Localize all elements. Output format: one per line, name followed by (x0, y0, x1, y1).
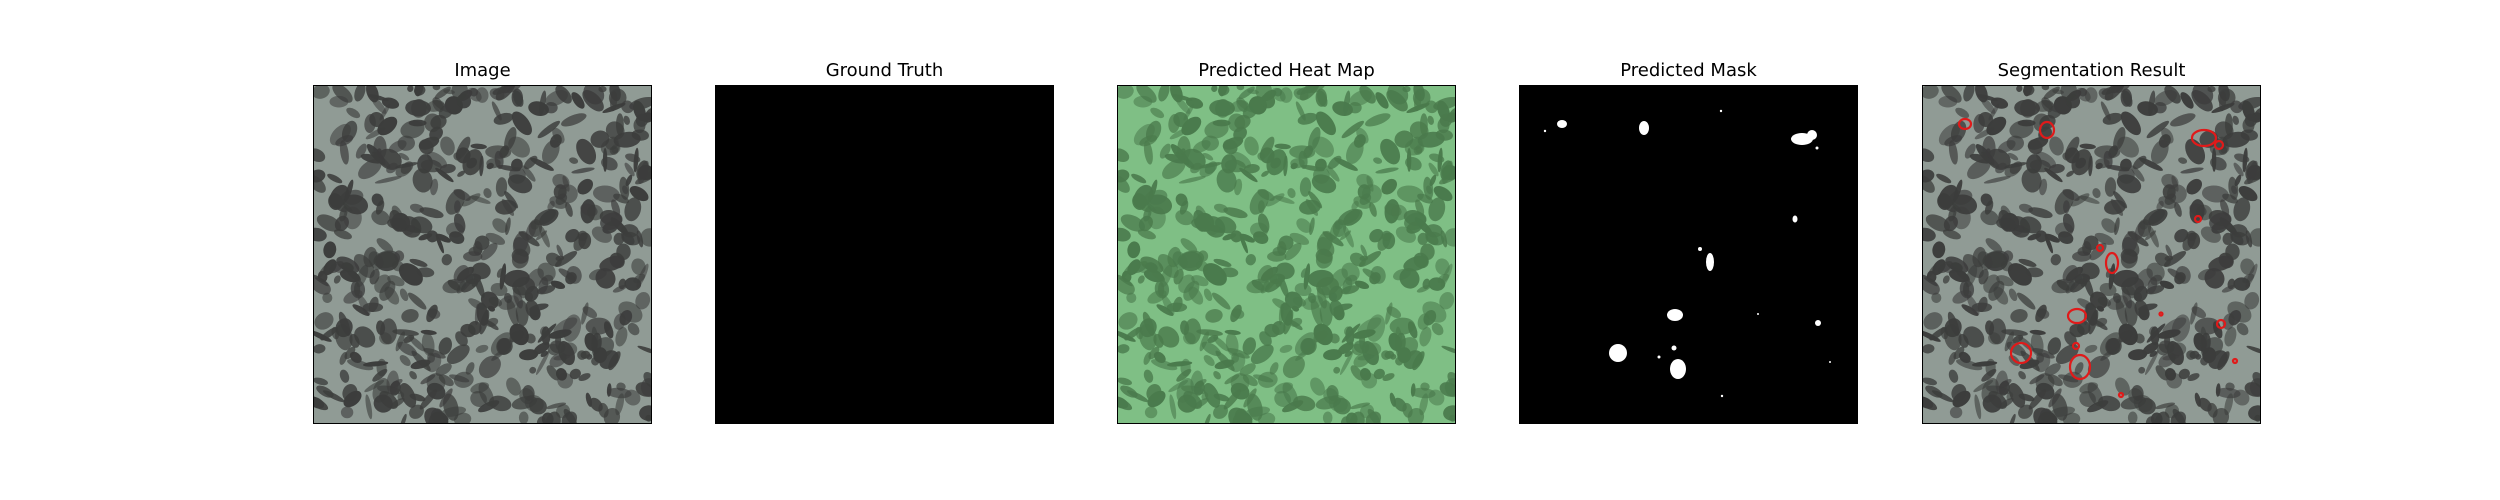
ground-truth-mask (716, 86, 1053, 423)
texture-image (314, 86, 651, 423)
panel-title: Ground Truth (715, 61, 1054, 81)
predicted-mask-frame (1519, 85, 1858, 424)
image-frame (313, 85, 652, 424)
segmentation-result-image (1923, 86, 2260, 423)
segmentation-frame (1922, 85, 2261, 424)
panel-title: Segmentation Result (1922, 61, 2261, 81)
heat-map-frame (1117, 85, 1456, 424)
panel-title: Image (313, 61, 652, 81)
panel-title: Predicted Heat Map (1117, 61, 1456, 81)
heat-map-image (1118, 86, 1455, 423)
panel-title: Predicted Mask (1519, 61, 1858, 81)
predicted-mask-image (1520, 86, 1857, 423)
ground-truth-frame (715, 85, 1054, 424)
